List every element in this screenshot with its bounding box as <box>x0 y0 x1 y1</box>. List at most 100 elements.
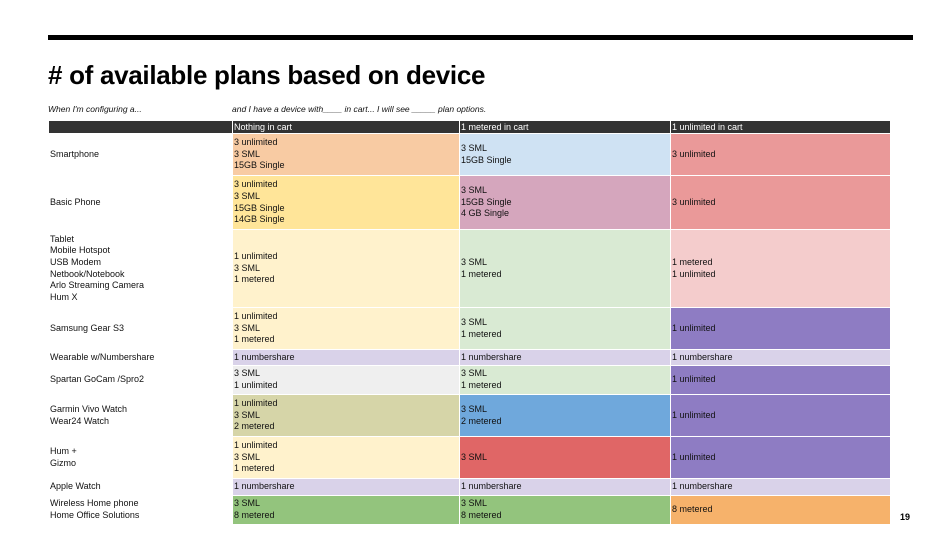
plan-options-cell: 3 unlimited 3 SML 15GB Single 14GB Single <box>232 175 460 230</box>
plan-option: 1 unlimited <box>672 322 716 333</box>
plan-options-cell: 3 SML 15GB Single <box>459 133 671 176</box>
device-name: Basic Phone <box>48 175 233 230</box>
device-line: Garmin Vivo Watch <box>50 403 128 414</box>
device-line: Wireless Home phone <box>50 498 139 509</box>
plan-option: 3 SML <box>234 409 261 420</box>
plan-option: 1 unlimited <box>234 398 278 409</box>
subtitle-left: When I'm configuring a... <box>48 104 142 114</box>
table-row: Samsung Gear S3 1 unlimited 3 SML 1 metered… <box>48 307 891 350</box>
table-row: Wearable w/Numbershare 1 numbershare 1 num… <box>48 349 891 366</box>
plan-option: 4 GB Single <box>461 208 510 219</box>
plan-option: 3 SML <box>234 451 261 462</box>
plan-option: 1 metered <box>461 380 502 390</box>
plan-options-cell: 1 numbershare <box>670 349 891 366</box>
plan-options-cell: 1 metered 1 unlimited <box>670 229 891 308</box>
plan-options-cell: 3 unlimited <box>670 133 891 176</box>
plan-option: 3 SML <box>461 498 488 509</box>
table-row: Spartan GoCam /Spro2 3 SML 1 unlimited 3 SM… <box>48 365 891 395</box>
plan-options-cell: 3 SML 1 metered <box>459 365 671 395</box>
device-line: Netbook/Notebook <box>50 268 125 279</box>
device-name: Samsung Gear S3 <box>48 307 233 350</box>
table-header-row: Nothing in cart 1 metered in cart 1 unli… <box>48 120 891 134</box>
plan-options-cell: 3 SML 2 metered <box>459 394 671 437</box>
plan-options-cell: 1 unlimited 3 SML 1 metered <box>232 307 460 350</box>
plan-option: 2 metered <box>234 421 275 432</box>
plan-option: 1 numbershare <box>234 351 295 362</box>
plan-option: 3 unlimited <box>672 148 716 159</box>
plan-option: 1 metered <box>234 334 275 345</box>
device-line: Home Office Solutions <box>50 510 140 520</box>
device-name: Wearable w/Numbershare <box>48 349 233 366</box>
plan-options-cell: 1 numbershare <box>232 349 460 366</box>
plan-option: 3 SML <box>461 451 488 462</box>
plans-table: Nothing in cart 1 metered in cart 1 unli… <box>48 120 891 525</box>
plan-option: 8 metered <box>234 510 275 520</box>
plan-option: 1 metered <box>234 463 275 474</box>
device-name: Wireless Home phone Home Office Solutions <box>48 495 233 525</box>
device-name: Garmin Vivo Watch Wear24 Watch <box>48 394 233 437</box>
plan-option: 1 metered <box>672 256 713 267</box>
table-row: Apple Watch 1 numbershare 1 numbershare 1 n… <box>48 478 891 496</box>
plan-option: 3 SML <box>234 322 261 333</box>
plan-options-cell: 3 SML <box>459 436 671 479</box>
table-row: Hum + Gizmo 1 unlimited 3 SML 1 metered 3 SML… <box>48 436 891 479</box>
table-row: Garmin Vivo Watch Wear24 Watch 1 unlimited… <box>48 394 891 437</box>
plan-option: 1 metered <box>461 328 502 339</box>
device-line: Hum X <box>50 291 78 302</box>
plan-option: 1 unlimited <box>234 311 278 322</box>
plan-option: 1 metered <box>461 268 502 279</box>
plan-option: 1 numbershare <box>461 351 522 362</box>
top-rule <box>48 35 913 40</box>
header-device <box>48 120 233 134</box>
plan-options-cell: 3 SML 8 metered <box>459 495 671 525</box>
plan-option: 3 SML <box>234 262 261 273</box>
device-line: Tablet <box>50 233 75 244</box>
device-line: Arlo Streaming Camera <box>50 280 145 291</box>
plan-option: 3 SML <box>461 403 488 414</box>
table-row: Wireless Home phone Home Office Solutions… <box>48 495 891 525</box>
device-name: Hum + Gizmo <box>48 436 233 479</box>
plan-option: 15GB Single <box>461 154 512 165</box>
plan-option: 8 metered <box>461 510 502 520</box>
plan-options-cell: 3 SML 1 unlimited <box>232 365 460 395</box>
plan-option: 15GB Single <box>234 160 285 171</box>
plan-option: 1 numbershare <box>234 481 295 492</box>
plan-option: 3 SML <box>461 316 488 327</box>
page-title: # of available plans based on device <box>48 60 486 90</box>
device-line: Hum + <box>50 445 77 456</box>
plan-option: 3 unlimited <box>672 196 716 207</box>
device-name: Tablet Mobile Hotspot USB Modem Netbook/Not… <box>48 229 233 308</box>
plan-options-cell: 3 unlimited 3 SML 15GB Single <box>232 133 460 176</box>
device-name: Smartphone <box>48 133 233 176</box>
plan-option: 2 metered <box>461 415 502 426</box>
device-line: Wear24 Watch <box>50 415 110 426</box>
subtitle-right: and I have a device with____ in cart... … <box>232 104 487 114</box>
plan-options-cell: 1 unlimited <box>670 365 891 395</box>
plan-option: 1 unlimited <box>672 268 716 279</box>
plan-option: 1 numbershare <box>672 481 733 492</box>
table-row: Smartphone 3 unlimited 3 SML 15GB Single 3 S… <box>48 133 891 176</box>
plan-options-cell: 3 SML 15GB Single 4 GB Single <box>459 175 671 230</box>
device-line: Mobile Hotspot <box>50 245 111 256</box>
plan-option: 3 SML <box>234 498 261 509</box>
table-row: Tablet Mobile Hotspot USB Modem Netbook/Not… <box>48 229 891 308</box>
plan-options-cell: 3 unlimited <box>670 175 891 230</box>
plan-option: 1 unlimited <box>672 409 716 420</box>
plan-options-cell: 8 metered <box>670 495 891 525</box>
plan-options-cell: 1 unlimited 3 SML 2 metered <box>232 394 460 437</box>
plan-options-cell: 1 numbershare <box>459 349 671 366</box>
header-metered-in-cart: 1 metered in cart <box>459 120 671 134</box>
plan-options-cell: 3 SML 1 metered <box>459 307 671 350</box>
plan-option: 3 unlimited <box>234 179 278 190</box>
plan-options-cell: 1 unlimited <box>670 436 891 479</box>
plan-option: 15GB Single <box>234 202 285 213</box>
plan-option: 3 SML <box>234 148 261 159</box>
plan-option: 15GB Single <box>461 196 512 207</box>
plan-option: 1 unlimited <box>234 440 278 451</box>
header-unlimited-in-cart: 1 unlimited in cart <box>670 120 891 134</box>
device-line: Samsung Gear S3 <box>50 322 125 333</box>
plan-option: 3 SML <box>461 368 488 379</box>
device-line: Spartan GoCam /Spro2 <box>50 374 145 385</box>
plan-options-cell: 1 numbershare <box>670 478 891 496</box>
plan-option: 1 metered <box>234 274 275 285</box>
